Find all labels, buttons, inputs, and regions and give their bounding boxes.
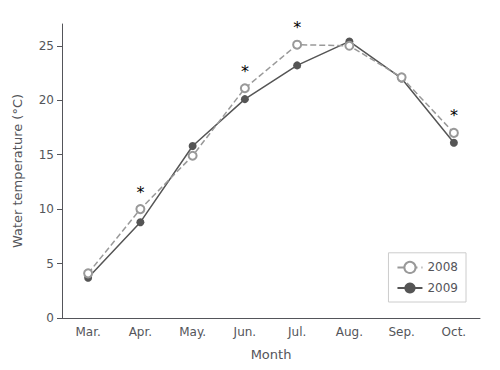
- svg-text:*: *: [136, 183, 144, 202]
- svg-text:25: 25: [39, 39, 54, 53]
- svg-text:15: 15: [39, 148, 54, 162]
- svg-text:Oct.: Oct.: [442, 325, 467, 339]
- svg-text:Month: Month: [251, 347, 292, 362]
- svg-text:5: 5: [46, 257, 54, 271]
- svg-text:Apr.: Apr.: [129, 325, 152, 339]
- svg-text:May.: May.: [179, 325, 206, 339]
- svg-text:*: *: [450, 106, 458, 125]
- svg-text:0: 0: [46, 311, 54, 325]
- svg-text:*: *: [293, 18, 301, 37]
- svg-text:Mar.: Mar.: [75, 325, 100, 339]
- svg-text:Jul.: Jul.: [287, 325, 306, 339]
- svg-text:Sep.: Sep.: [388, 325, 414, 339]
- svg-text:Jun.: Jun.: [233, 325, 257, 339]
- svg-text:Water temperature (°C): Water temperature (°C): [10, 94, 25, 248]
- svg-text:*: *: [241, 62, 249, 81]
- svg-text:20: 20: [39, 93, 54, 107]
- svg-text:Aug.: Aug.: [336, 325, 363, 339]
- svg-text:2008: 2008: [427, 260, 458, 274]
- svg-text:10: 10: [39, 202, 54, 216]
- svg-text:2009: 2009: [427, 281, 458, 295]
